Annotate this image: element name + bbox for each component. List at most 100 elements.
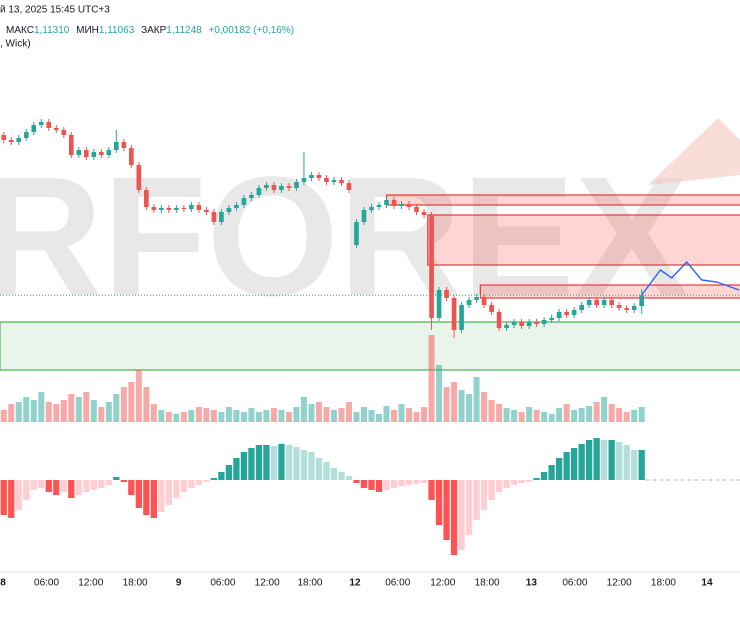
volume-bar [150, 404, 157, 422]
label: МИН [76, 25, 99, 36]
candle-body [639, 295, 645, 306]
candle-body [279, 186, 284, 190]
volume-bar [255, 412, 262, 422]
candle-body [83, 150, 89, 157]
candle-body [1, 135, 7, 140]
oscillator-bar [533, 478, 540, 480]
oscillator-bar [570, 448, 578, 480]
oscillator-bar [23, 480, 30, 500]
candle-body [316, 175, 322, 178]
candle-body [586, 300, 592, 305]
oscillator-bar [83, 480, 90, 492]
volume-bar [360, 407, 367, 422]
zone [427, 214, 740, 266]
volume-bar [376, 414, 383, 422]
oscillator-bar [90, 480, 97, 490]
x-tick-label: 12:00 [78, 578, 103, 589]
candle-body [166, 208, 172, 210]
candle-body [331, 180, 337, 182]
oscillator-bar [128, 480, 135, 495]
volume-bar [541, 412, 548, 422]
volume-bar [593, 402, 600, 422]
candle-body [474, 297, 479, 300]
volume-bar [45, 402, 52, 422]
volume-bar [90, 400, 97, 422]
oscillator-bar [518, 480, 525, 483]
candle-body [481, 297, 487, 305]
candle-body [181, 208, 187, 209]
x-tick-label: 06:00 [34, 578, 59, 589]
volume-bar [300, 397, 307, 422]
oscillator-bar [165, 480, 173, 505]
volume-bar [225, 407, 232, 422]
x-tick-label: 9 [176, 578, 182, 589]
time-axis: 8 06:00 12:00 18:00 9 06:00 12:00 18:00 12 06:00 1… [0, 578, 713, 589]
volume-bar [158, 410, 165, 422]
x-tick-label: 18:00 [297, 578, 322, 589]
volume-bar [330, 410, 337, 422]
oscillator-bar [113, 477, 120, 480]
value: 1,11063 [99, 25, 135, 36]
oscillator-bar [143, 480, 150, 515]
candle-body [241, 198, 247, 205]
candle-body [151, 207, 157, 210]
oscillator-bar [203, 480, 210, 482]
volume-bar [38, 392, 45, 422]
candle-body [61, 130, 67, 135]
volume-bar [436, 365, 443, 422]
oscillator-bar [98, 480, 105, 488]
volume-bar [623, 412, 630, 422]
oscillator-bar [120, 480, 127, 482]
oscillator-bar [390, 480, 398, 488]
x-tick-label: 18:00 [651, 578, 676, 589]
candle-body [219, 212, 224, 222]
candle-body [429, 215, 434, 318]
candle-body [579, 305, 584, 310]
candle-body [204, 210, 209, 212]
candle-body [234, 205, 239, 208]
candle-body [53, 128, 59, 130]
volume-bar [240, 412, 247, 422]
candle-body [174, 208, 179, 210]
candle-body [601, 300, 607, 305]
candle-body [38, 122, 44, 125]
oscillator-bar [608, 440, 615, 480]
oscillator-bar [480, 480, 488, 510]
x-tick-label: 18:00 [475, 578, 500, 589]
header-style: , Wick) [0, 39, 31, 50]
value: 1,11310 [34, 25, 70, 36]
candle-body [264, 185, 269, 188]
oscillator-bar [405, 480, 413, 485]
candle-body [489, 305, 494, 312]
candle-body [339, 180, 344, 183]
candle-body [504, 325, 509, 328]
candle-body [376, 205, 382, 207]
oscillator-bar [218, 472, 225, 480]
volume-bar [128, 382, 135, 422]
candle-body [271, 185, 277, 190]
volume-bar [210, 410, 217, 422]
forecast-line [641, 260, 740, 296]
oscillator-bar [30, 480, 37, 490]
oscillator-bar [503, 480, 510, 488]
volume-bar [383, 406, 390, 422]
candle-body [369, 207, 374, 210]
watermark-arrow [648, 118, 740, 185]
oscillator-bar [323, 462, 330, 480]
candles [0, 119, 740, 338]
volume-bar [458, 390, 465, 422]
volume-bar [571, 410, 578, 422]
oscillator-bar [308, 452, 315, 480]
oscillator-bar [68, 480, 75, 498]
candle-body [68, 135, 74, 155]
oscillator-bar [593, 438, 600, 480]
oscillator-bar [375, 480, 383, 492]
oscillator-bar [135, 480, 142, 508]
oscillator-bar [540, 472, 548, 480]
candle-body [361, 210, 367, 222]
candle-body [609, 300, 614, 305]
candle-body [144, 190, 149, 207]
value: 1,11248 [166, 25, 202, 36]
oscillator-bar [473, 480, 480, 520]
